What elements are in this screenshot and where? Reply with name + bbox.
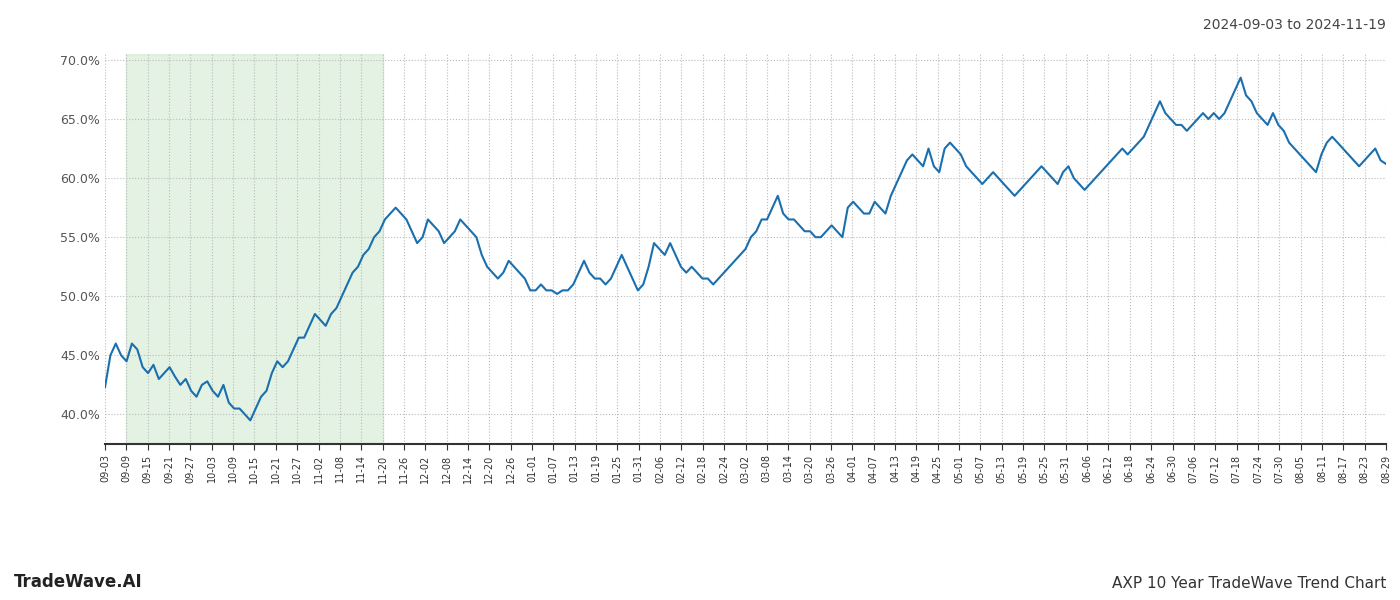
- Text: TradeWave.AI: TradeWave.AI: [14, 573, 143, 591]
- Text: AXP 10 Year TradeWave Trend Chart: AXP 10 Year TradeWave Trend Chart: [1112, 576, 1386, 591]
- Text: 2024-09-03 to 2024-11-19: 2024-09-03 to 2024-11-19: [1203, 18, 1386, 32]
- Bar: [126, 54, 382, 444]
